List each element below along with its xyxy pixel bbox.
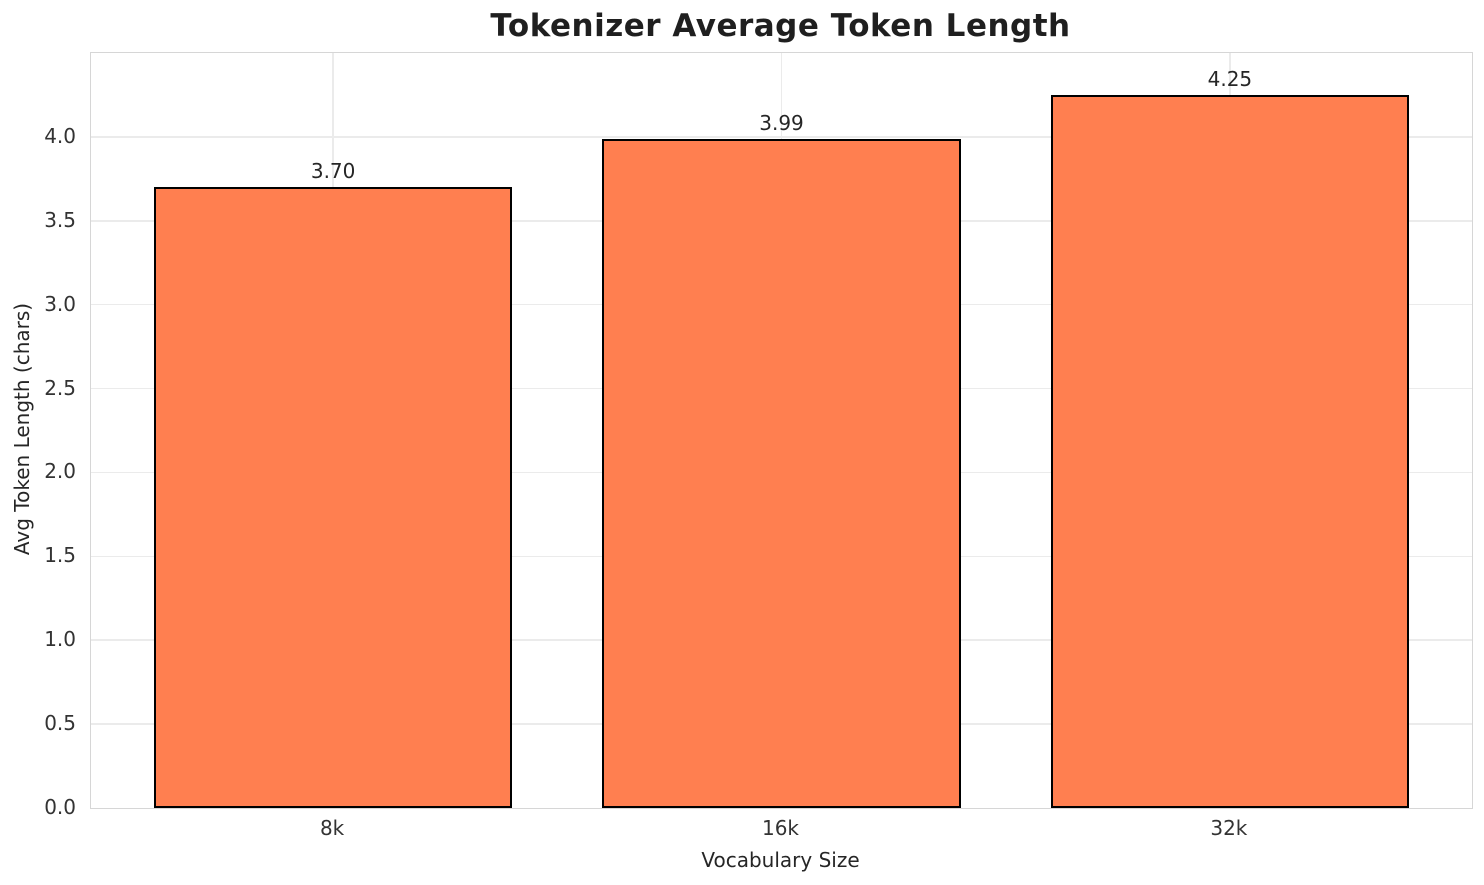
y-tick-label: 1.0 <box>44 627 76 652</box>
y-tick-label: 2.5 <box>44 375 76 400</box>
y-tick-label: 0.5 <box>44 711 76 736</box>
x-tick-label-16k: 16k <box>761 816 800 840</box>
bar-16k <box>602 138 961 808</box>
y-axis-label: Avg Token Length (chars) <box>10 302 34 556</box>
x-tick-label-32k: 32k <box>1210 816 1248 840</box>
bar-value-label: 3.70 <box>310 159 356 184</box>
plot-area: 3.70 3.99 4.25 <box>90 52 1473 809</box>
y-tick-label: 3.5 <box>44 207 76 232</box>
bar-8k <box>153 187 513 808</box>
y-tick-label: 1.5 <box>44 543 76 568</box>
y-tick-label: 4.0 <box>44 123 76 148</box>
bar-value-label: 4.25 <box>1207 66 1253 91</box>
y-tick-label: 3.0 <box>44 291 76 316</box>
x-tick-label-8k: 8k <box>319 816 345 840</box>
bar-32k <box>1050 94 1410 808</box>
y-tick-label: 2.0 <box>44 459 76 484</box>
y-tick-label: 0.0 <box>44 795 76 819</box>
bar-value-label: 3.99 <box>759 110 804 135</box>
chart-title: Tokenizer Average Token Length <box>490 8 1071 44</box>
x-axis-label: Vocabulary Size <box>701 848 860 872</box>
